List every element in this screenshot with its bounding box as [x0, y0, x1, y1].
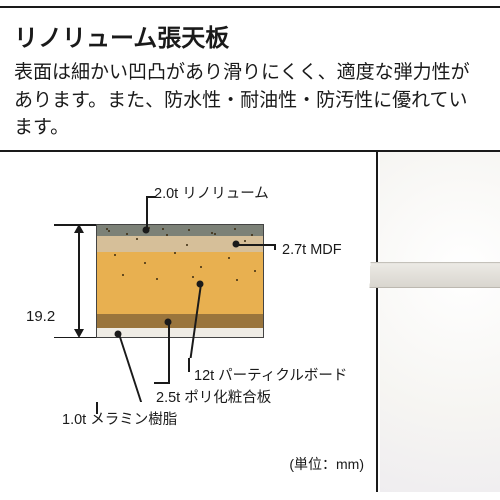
diagram-panel: 19.2	[0, 152, 378, 492]
arrow-down-icon	[74, 329, 84, 338]
layer-pb	[96, 252, 264, 314]
cross-section	[96, 224, 264, 338]
total-thickness-label: 19.2	[26, 308, 55, 325]
header: リノリューム張天板 表面は細かい凹凸があり滑りにくく、適度な弾力性があります。ま…	[0, 6, 500, 152]
layer-poly	[96, 314, 264, 328]
callout-mdf: 2.7t MDF	[282, 242, 342, 258]
arrow-up-icon	[74, 224, 84, 233]
callout-pb: 12t パーティクルボード	[194, 364, 347, 385]
page-title: リノリューム張天板	[14, 18, 486, 53]
dimension-bracket	[54, 224, 94, 338]
layer-mela	[96, 328, 264, 338]
callout-lino: 2.0t リノリューム	[154, 182, 269, 203]
callout-poly: 2.5t ポリ化粧合板	[156, 386, 271, 407]
photo-background	[380, 152, 500, 492]
unit-note: (単位：mm)	[289, 454, 364, 474]
layer-mdf	[96, 236, 264, 252]
page-description: 表面は細かい凹凸があり滑りにくく、適度な弾力性があります。また、防水性・耐油性・…	[14, 59, 486, 142]
photo-panel	[380, 152, 500, 492]
callout-mela: 1.0t メラミン樹脂	[62, 408, 177, 429]
tabletop-photo	[370, 262, 500, 288]
layer-lino	[96, 224, 264, 236]
